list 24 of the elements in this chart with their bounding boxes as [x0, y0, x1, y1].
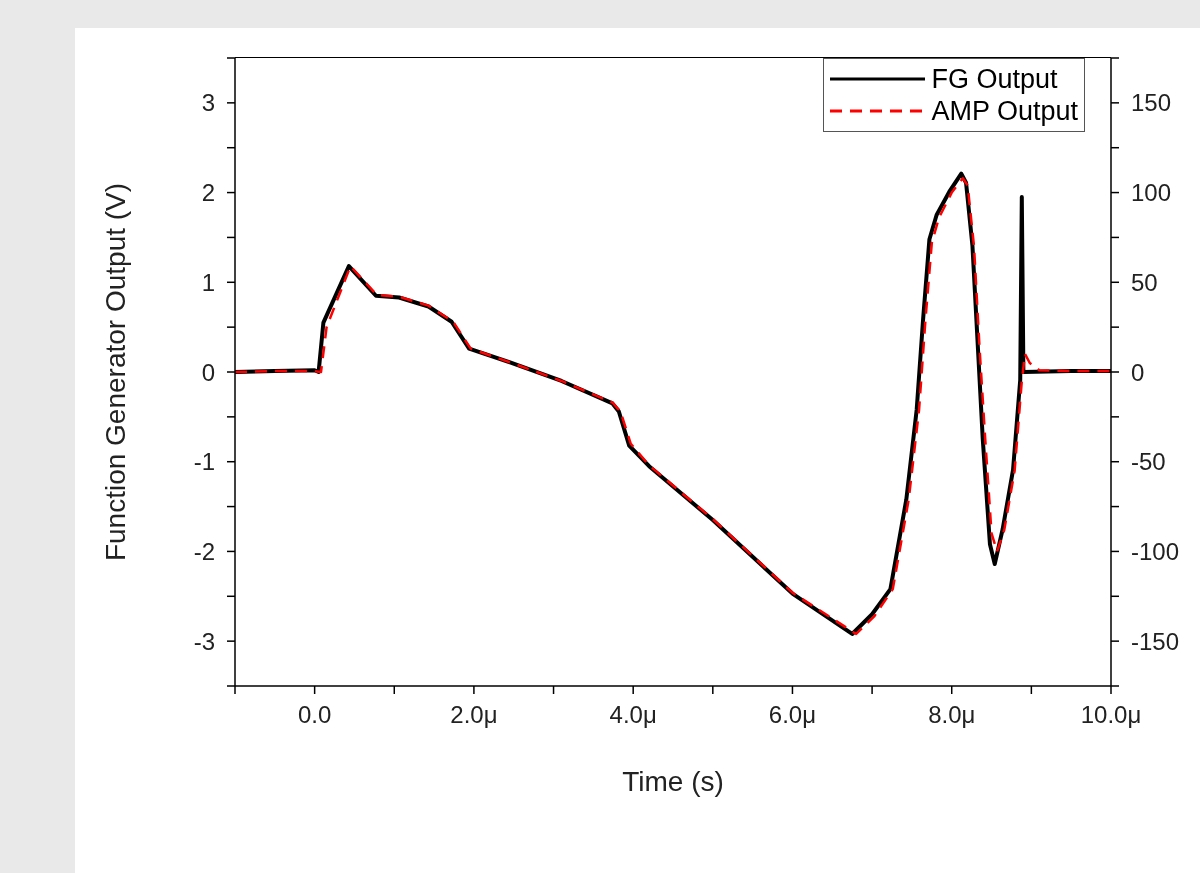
y-axis-title: Function Generator Output (V) [99, 182, 131, 562]
y2-tick-label: 100 [1131, 179, 1172, 207]
x-tick-label: 10.0μ [1080, 701, 1142, 729]
y-tick-label: 3 [201, 89, 215, 117]
x-tick-label: 8.0μ [928, 701, 976, 729]
y2-tick-label: -100 [1131, 537, 1180, 565]
y-tick-label: 0 [201, 358, 215, 386]
y-tick-label: -2 [193, 537, 215, 565]
x-tick-label: 4.0μ [609, 701, 657, 729]
y2-tick-label: -50 [1131, 448, 1166, 476]
y-tick-label: -3 [193, 627, 215, 655]
x-tick-label: 2.0μ [450, 701, 498, 729]
y2-tick-label: 50 [1131, 268, 1158, 296]
y2-tick-label: 0 [1131, 358, 1145, 386]
y-tick-label: 2 [201, 179, 215, 207]
y2-tick-label: -150 [1131, 627, 1180, 655]
x-tick-label: 6.0μ [768, 701, 817, 729]
x-tick-label: 0.0 [297, 701, 332, 729]
y-tick-label: 1 [201, 268, 215, 296]
x-axis-title: Time (s) [622, 766, 724, 797]
y-tick-label: -1 [193, 448, 215, 476]
legend-label: AMP Output [931, 95, 1078, 127]
legend-label: FG Output [931, 63, 1058, 95]
y2-tick-label: 150 [1131, 89, 1172, 117]
